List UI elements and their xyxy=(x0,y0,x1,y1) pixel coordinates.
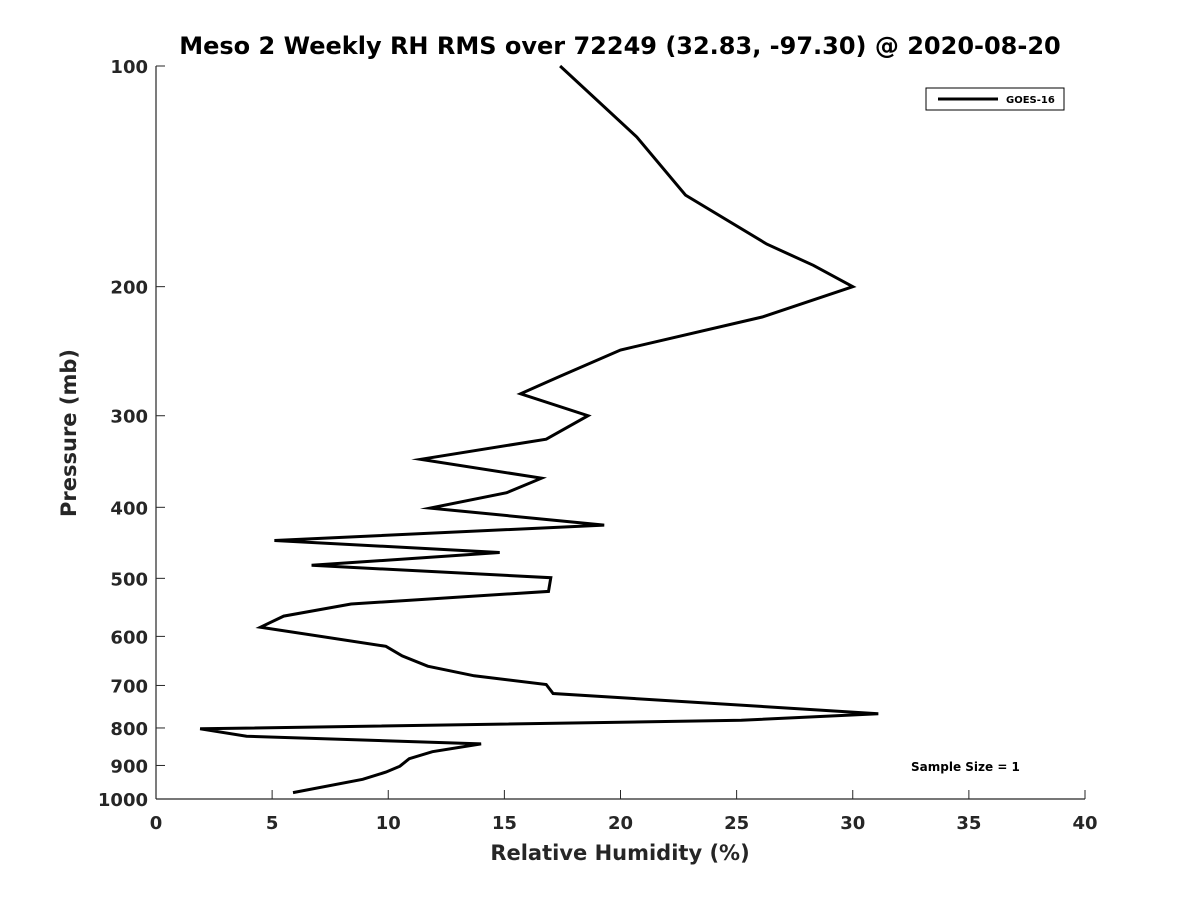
x-tick-label: 30 xyxy=(840,813,865,834)
y-axis-ticks: 100 200 300 400 500 600 700 800 900 1000 xyxy=(98,57,165,811)
x-tick-label: 10 xyxy=(376,813,401,834)
x-tick-label: 25 xyxy=(724,813,749,834)
chart-title: Meso 2 Weekly RH RMS over 72249 (32.83, … xyxy=(179,32,1061,60)
y-tick-label: 100 xyxy=(110,57,148,78)
x-tick-label: 20 xyxy=(608,813,633,834)
sample-size-annotation: Sample Size = 1 xyxy=(911,760,1020,774)
series-line-goes-16 xyxy=(199,64,879,795)
series-layer xyxy=(199,64,879,795)
x-tick-label: 0 xyxy=(150,813,163,834)
y-axis-label: Pressure (mb) xyxy=(57,349,81,517)
y-tick-label: 400 xyxy=(110,498,148,519)
y-tick-label: 600 xyxy=(110,627,148,648)
y-tick-label: 1000 xyxy=(98,790,148,811)
y-tick-label: 700 xyxy=(110,676,148,697)
x-tick-label: 35 xyxy=(956,813,981,834)
y-tick-label: 300 xyxy=(110,407,148,428)
legend: GOES-16 xyxy=(925,87,1065,111)
x-axis-ticks: 0 5 10 15 20 25 30 35 40 xyxy=(150,790,1098,834)
y-tick-label: 800 xyxy=(110,719,148,740)
y-tick-label: 500 xyxy=(110,569,148,590)
x-tick-label: 15 xyxy=(492,813,517,834)
legend-label-goes-16: GOES-16 xyxy=(1006,95,1055,106)
x-axis-label: Relative Humidity (%) xyxy=(490,841,749,865)
y-tick-label: 900 xyxy=(110,756,148,777)
x-tick-label: 5 xyxy=(266,813,279,834)
x-tick-label: 40 xyxy=(1072,813,1097,834)
y-tick-label: 200 xyxy=(110,278,148,299)
